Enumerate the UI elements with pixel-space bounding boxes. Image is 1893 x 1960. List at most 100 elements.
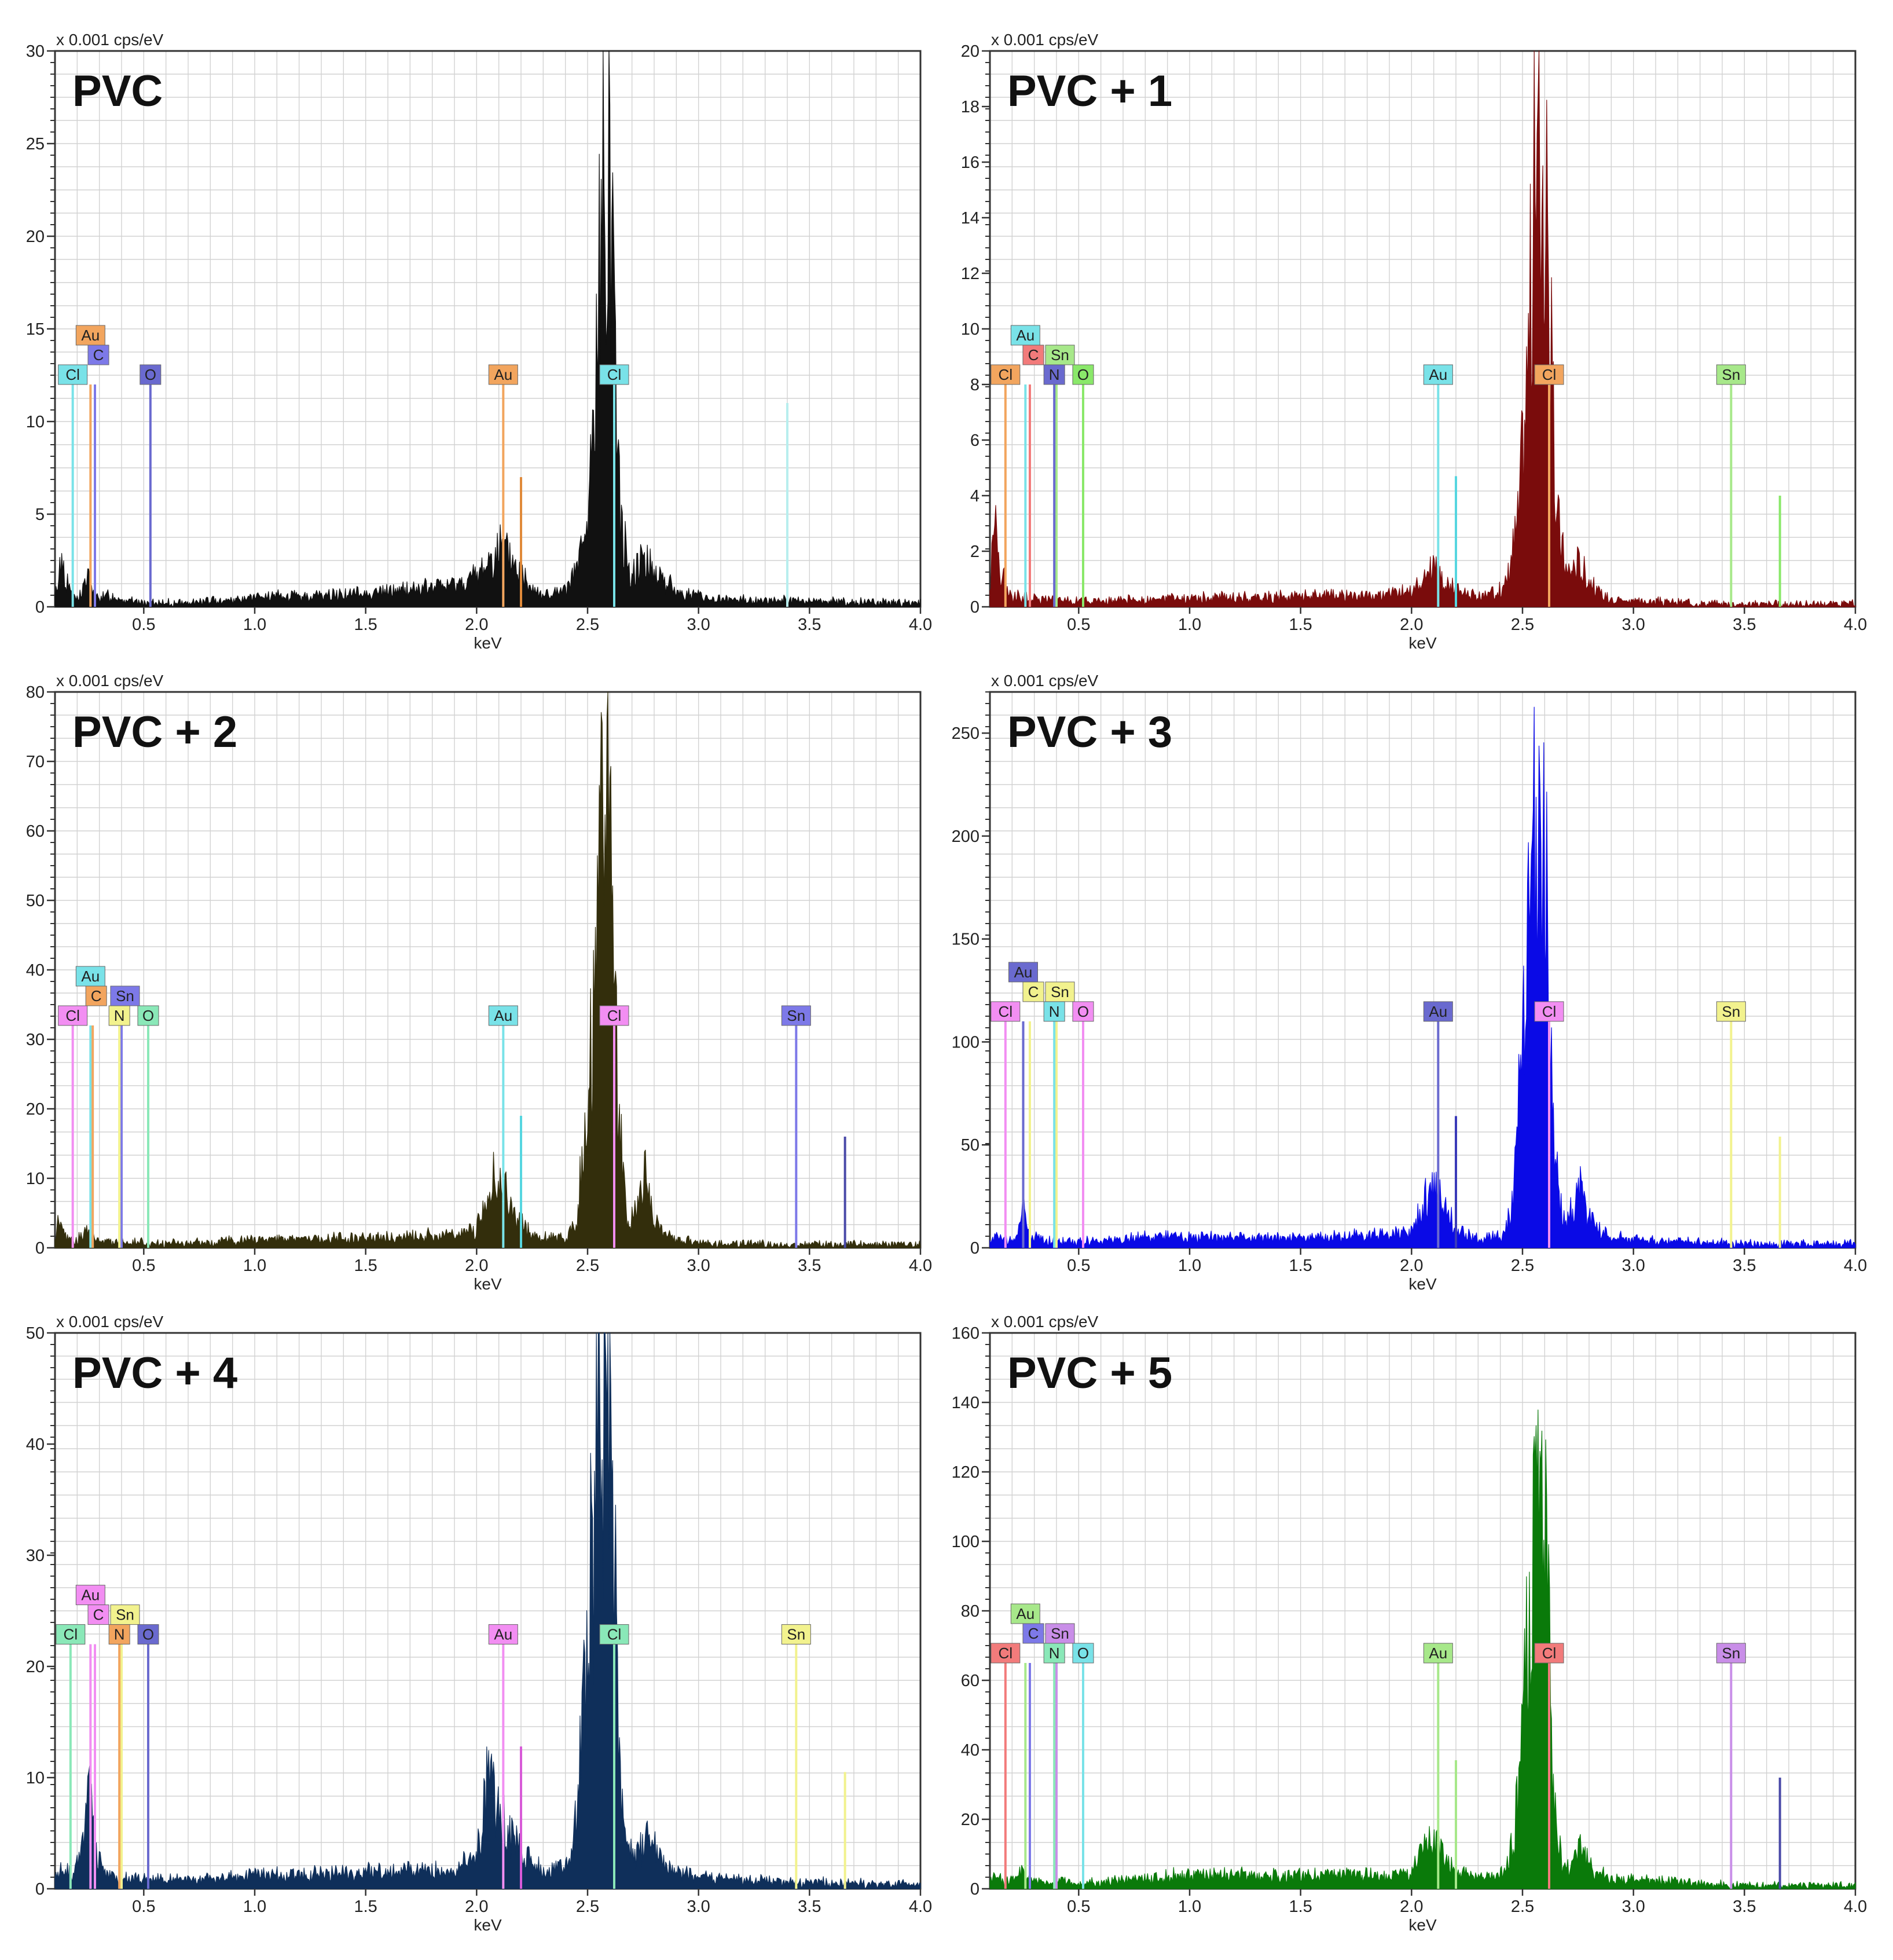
x-tick-label: 4.0: [909, 1897, 932, 1916]
element-label-box: [140, 364, 162, 385]
element-label-box: [1022, 1623, 1044, 1644]
y-tick-label: 10: [26, 1769, 45, 1787]
spectrum-series: [54, 1332, 921, 1889]
element-label-box: [137, 1624, 159, 1645]
y-tick-label: 60: [961, 1672, 979, 1690]
x-tick-label: 3.5: [1733, 616, 1756, 634]
x-tick-label: 4.0: [1844, 1897, 1867, 1916]
x-tick-label: 2.5: [576, 1256, 599, 1275]
element-label-box: [488, 1005, 518, 1026]
y-tick-label: 12: [961, 265, 979, 283]
element-label-box: [1043, 1001, 1065, 1022]
element-label: Cl: [64, 1626, 78, 1643]
x-tick-label: 1.0: [243, 1897, 266, 1916]
x-tick-label: 2.0: [1400, 616, 1423, 634]
spectrum-series: [989, 706, 1856, 1248]
x-axis-label: keV: [474, 1916, 502, 1934]
y-tick-label: 18: [961, 98, 979, 116]
x-tick-label: 1.5: [354, 616, 377, 634]
element-label-box: [85, 986, 107, 1006]
element-label-box: [137, 1005, 159, 1026]
spectrum-series: [54, 50, 921, 607]
y-tick-label: 80: [26, 683, 45, 702]
spectrum-series: [989, 50, 1856, 607]
y-tick-label: 50: [26, 892, 45, 910]
element-label: N: [114, 1626, 125, 1643]
y-tick-label: 200: [952, 827, 979, 846]
element-label: Au: [1014, 963, 1033, 981]
x-tick-label: 4.0: [909, 1256, 932, 1275]
y-tick-label: 120: [952, 1463, 979, 1482]
element-label: Sn: [787, 1007, 805, 1024]
x-tick-label: 2.5: [1511, 1256, 1534, 1275]
element-label: N: [1049, 366, 1060, 383]
x-tick-label: 3.0: [687, 616, 710, 634]
x-tick-label: 1.0: [1178, 1897, 1201, 1916]
y-tick-label: 30: [26, 1547, 45, 1565]
y-tick-label: 30: [26, 1031, 45, 1049]
y-tick-label: 40: [26, 961, 45, 980]
element-label: Sn: [787, 1626, 805, 1643]
element-label: O: [142, 1626, 154, 1643]
spectrum-panel: Cl Au C Sn N O Au Cl Sn 0 2 4 6 8 10 12 14 16 18 20 0.5 1.0 1.…: [961, 31, 1867, 652]
element-label: Sn: [116, 987, 134, 1005]
x-tick-label: 4.0: [909, 616, 932, 634]
element-label-box: [781, 1005, 811, 1026]
y-tick-label: 250: [952, 724, 979, 743]
element-label-box: [599, 1624, 629, 1645]
spectrum-panel: Cl Au C O Au Cl 0 5 10 15 20 25 30 0.5 1.0 1.5 2.0 2.5 3.0…: [26, 31, 932, 652]
spectrum-panel: Cl Au C Sn N O Au Cl Sn 0 20 40 60 80 100 120 140 160 0.5 1…: [952, 1313, 1868, 1934]
element-label: Sn: [1051, 983, 1069, 1001]
x-tick-label: 2.0: [1400, 1256, 1423, 1275]
x-tick-label: 2.5: [576, 1897, 599, 1916]
element-label: O: [1077, 1644, 1089, 1662]
y-tick-label: 20: [961, 42, 979, 61]
element-label-box: [488, 1624, 518, 1645]
panel-title: PVC + 4: [72, 1349, 237, 1398]
element-label: Cl: [999, 1003, 1013, 1020]
unit-label: x 0.001 cps/eV: [991, 31, 1099, 49]
element-label-box: [1043, 1643, 1065, 1664]
element-label: C: [93, 346, 104, 364]
element-label-box: [1534, 1643, 1564, 1664]
element-label-box: [1022, 981, 1044, 1002]
element-label: Au: [1016, 327, 1034, 344]
grid: [989, 1333, 1856, 1889]
y-tick-label: 15: [26, 320, 45, 339]
element-label-box: [1045, 1623, 1075, 1644]
element-label-box: [108, 1005, 130, 1026]
x-tick-label: 2.0: [465, 1256, 488, 1275]
x-tick-label: 0.5: [132, 1256, 155, 1275]
element-label-box: [1043, 364, 1065, 385]
element-label-box: [75, 966, 105, 987]
element-label: Au: [1429, 1003, 1447, 1020]
element-label-box: [108, 1624, 130, 1645]
panel-title: PVC + 1: [1007, 67, 1172, 116]
unit-label: x 0.001 cps/eV: [56, 31, 164, 49]
element-label: Sn: [116, 1606, 134, 1624]
x-tick-label: 1.0: [243, 1256, 266, 1275]
element-label: O: [145, 366, 156, 383]
x-tick-label: 3.5: [798, 1897, 821, 1916]
grid: [54, 51, 921, 607]
element-label-box: [1716, 364, 1746, 385]
element-label: O: [1077, 366, 1089, 383]
y-tick-label: 40: [961, 1741, 979, 1760]
element-label: C: [1028, 983, 1039, 1001]
element-label: Au: [494, 366, 512, 383]
x-axis-label: keV: [1408, 634, 1437, 652]
y-tick-label: 2: [970, 543, 979, 561]
element-label: Au: [81, 327, 100, 344]
element-label: Cl: [607, 1007, 622, 1024]
y-tick-label: 6: [970, 431, 979, 450]
element-label: Au: [494, 1007, 512, 1024]
x-tick-label: 0.5: [132, 1897, 155, 1916]
y-tick-label: 8: [970, 376, 979, 394]
element-label-box: [488, 364, 518, 385]
element-label: Cl: [999, 366, 1013, 383]
element-label-box: [1008, 962, 1038, 983]
element-label-box: [1423, 364, 1453, 385]
x-tick-label: 1.0: [1178, 1256, 1201, 1275]
x-axis-label: keV: [474, 634, 502, 652]
